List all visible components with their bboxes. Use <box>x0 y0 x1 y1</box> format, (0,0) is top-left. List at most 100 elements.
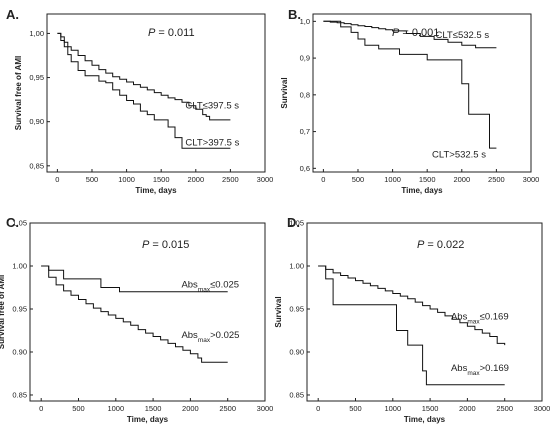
p-symbol: P <box>417 239 425 251</box>
series-label: CLT≤397.5 s <box>185 100 239 111</box>
y-tick-label: 0,6 <box>300 164 310 173</box>
y-tick-label: 1.05 <box>12 219 27 228</box>
y-tick-label: 0.90 <box>12 347 27 356</box>
plot-frame <box>312 13 532 173</box>
x-tick-label: 2000 <box>453 175 470 184</box>
km-curve-series-1 <box>323 20 497 49</box>
y-axis-label: Survival free of AMI <box>14 56 23 130</box>
series-label-main: Abs <box>181 279 198 290</box>
km-curve-series-2 <box>41 265 228 363</box>
x-tick-label: 1500 <box>153 175 170 184</box>
x-tick-label: 1000 <box>118 175 135 184</box>
panel-label: A. <box>6 7 19 22</box>
series-label-threshold: >0.025 <box>210 330 239 341</box>
p-symbol: P <box>142 239 150 251</box>
x-tick-label: 0 <box>316 404 320 413</box>
x-axis-label: Time, days <box>127 415 169 424</box>
series-label-main: Abs <box>181 330 198 341</box>
y-tick-label: 1,0 <box>300 17 310 26</box>
km-curve-series-2 <box>318 265 505 386</box>
x-axis-label: Time, days <box>401 186 443 195</box>
series-label-subscript: max <box>198 337 211 344</box>
x-tick-label: 0 <box>39 404 43 413</box>
x-tick-label: 3000 <box>523 175 540 184</box>
x-tick-label: 2500 <box>222 175 239 184</box>
x-tick-label: 0 <box>55 175 59 184</box>
series-label-subscript: max <box>467 369 480 376</box>
y-axis-label: Survival free of AMI <box>0 275 6 349</box>
p-value-annotation: P = 0.011 <box>148 27 195 39</box>
series-label-main: CLT≤397.5 s <box>185 100 239 111</box>
x-tick-label: 1500 <box>422 404 439 413</box>
y-tick-label: 1,00 <box>29 29 44 38</box>
x-tick-label: 2500 <box>496 404 513 413</box>
series-label-subscript: max <box>198 286 211 293</box>
y-tick-label: 0.95 <box>289 304 304 313</box>
y-tick-label: 1.00 <box>12 261 27 270</box>
p-value-annotation: P = 0.015 <box>142 239 189 251</box>
y-tick-label: 0.85 <box>12 390 27 399</box>
x-tick-label: 500 <box>349 404 362 413</box>
x-tick-label: 1000 <box>384 404 401 413</box>
series-label-threshold: ≤0.169 <box>480 311 509 322</box>
x-tick-label: 1500 <box>419 175 436 184</box>
y-tick-label: 1.00 <box>289 261 304 270</box>
km-curve-series-2 <box>323 20 497 149</box>
series-label-subscript: max <box>467 318 480 325</box>
series-label-main: CLT≤532.5 s <box>435 30 489 41</box>
y-tick-label: 1.05 <box>289 219 304 228</box>
y-tick-label: 0,95 <box>29 73 44 82</box>
series-label-threshold: >0.169 <box>480 363 509 374</box>
y-tick-label: 0,8 <box>300 90 310 99</box>
series-label: Absmax≤0.025 <box>181 279 239 293</box>
series-label-threshold: ≤0.025 <box>210 279 239 290</box>
x-tick-label: 3000 <box>257 175 274 184</box>
x-tick-label: 0 <box>321 175 325 184</box>
y-tick-label: 0.95 <box>12 304 27 313</box>
p-symbol: P <box>392 27 400 39</box>
x-tick-label: 2000 <box>459 404 476 413</box>
x-tick-label: 1000 <box>384 175 401 184</box>
p-value-annotation: P = 0.022 <box>417 239 464 251</box>
series-label: Absmax≤0.169 <box>451 311 509 325</box>
series-label: CLT>532.5 s <box>432 149 486 160</box>
series-label-main: Abs <box>451 363 468 374</box>
x-tick-label: 2000 <box>182 404 199 413</box>
y-tick-label: 0.85 <box>289 390 304 399</box>
y-tick-label: 0,9 <box>300 54 310 63</box>
series-label: CLT>397.5 s <box>185 138 239 149</box>
x-tick-label: 1500 <box>145 404 162 413</box>
x-tick-label: 3000 <box>534 404 550 413</box>
km-curve-series-1 <box>318 265 506 346</box>
y-tick-label: 0,90 <box>29 117 44 126</box>
y-tick-label: 0,85 <box>29 161 44 170</box>
x-axis-label: Time, days <box>404 415 446 424</box>
p-value: = 0.015 <box>149 239 189 251</box>
panel-label: D. <box>287 215 300 230</box>
panel-label: B. <box>288 7 301 22</box>
series-label-main: CLT>532.5 s <box>432 149 486 160</box>
y-tick-label: 0.90 <box>289 347 304 356</box>
x-axis-label: Time, days <box>135 186 177 195</box>
x-tick-label: 2000 <box>187 175 204 184</box>
y-axis-label: Survival <box>274 296 283 327</box>
series-label: CLT≤532.5 s <box>435 30 489 41</box>
x-tick-label: 500 <box>352 175 365 184</box>
x-tick-label: 2500 <box>219 404 236 413</box>
y-tick-label: 0,7 <box>300 127 310 136</box>
x-tick-label: 3000 <box>257 404 274 413</box>
x-tick-label: 1000 <box>107 404 124 413</box>
series-label-main: Abs <box>451 311 468 322</box>
series-label: Absmax>0.025 <box>181 330 239 344</box>
p-symbol: P <box>148 27 156 39</box>
panel-label: C. <box>6 215 19 230</box>
y-axis-label: Survival <box>280 77 289 108</box>
p-value: = 0.011 <box>155 27 194 39</box>
x-tick-label: 500 <box>86 175 99 184</box>
series-label: Absmax>0.169 <box>451 363 509 377</box>
km-curve-series-2 <box>57 32 231 149</box>
plot-frame <box>29 222 266 402</box>
series-label-main: CLT>397.5 s <box>185 138 239 149</box>
p-value: = 0.022 <box>424 239 464 251</box>
